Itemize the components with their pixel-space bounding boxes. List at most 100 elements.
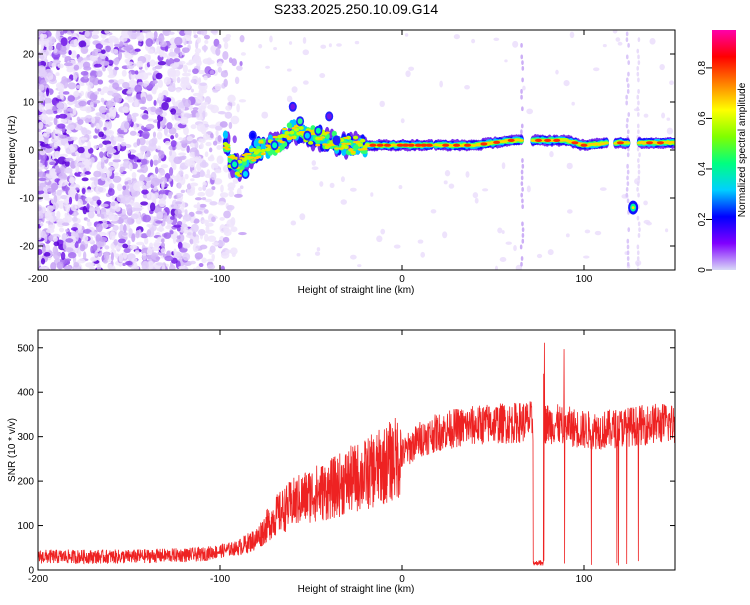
noise-blob bbox=[239, 185, 244, 190]
noise-blob bbox=[175, 238, 182, 243]
noise-blob bbox=[66, 101, 75, 105]
noise-blob bbox=[195, 210, 203, 215]
ridge-segment bbox=[334, 147, 340, 150]
noise-blob bbox=[55, 30, 61, 40]
noise-blob bbox=[99, 114, 107, 120]
colorbar-ticks: 0 0.2 0.4 0.6 0.8 bbox=[697, 61, 712, 273]
snr-frame bbox=[37, 329, 676, 571]
noise-blob bbox=[64, 247, 74, 253]
noise-blob bbox=[522, 85, 526, 91]
noise-blob bbox=[112, 175, 122, 183]
streak-blob bbox=[625, 37, 629, 42]
bright-blobs bbox=[230, 101, 639, 215]
ridge-peak bbox=[507, 138, 515, 142]
noise-blob bbox=[204, 40, 209, 44]
bright-blob bbox=[242, 171, 248, 177]
noise-blob bbox=[120, 120, 130, 130]
streak-blob bbox=[520, 261, 523, 267]
streak-blob bbox=[627, 112, 631, 117]
noise-blob bbox=[223, 41, 229, 50]
noise-blob bbox=[210, 171, 217, 181]
noise-blob bbox=[183, 226, 189, 234]
streak-blob bbox=[520, 54, 524, 60]
noise-blob bbox=[78, 100, 87, 107]
streak-blob bbox=[520, 94, 523, 100]
bright-blob bbox=[297, 118, 303, 125]
streak-blob bbox=[520, 192, 524, 198]
noise-blob bbox=[152, 80, 158, 84]
streak-blob bbox=[521, 66, 525, 71]
noise-blob bbox=[220, 70, 229, 78]
noise-blob bbox=[82, 235, 89, 242]
noise-blob bbox=[98, 236, 108, 243]
streak-blob bbox=[636, 244, 640, 250]
noise-blob bbox=[512, 40, 519, 48]
noise-blob bbox=[400, 118, 405, 124]
streak-blob bbox=[625, 100, 628, 106]
noise-blob bbox=[59, 227, 65, 233]
noise-blob bbox=[59, 31, 65, 36]
noise-blob bbox=[136, 159, 142, 163]
noise-blob bbox=[170, 135, 175, 140]
noise-blob bbox=[205, 224, 210, 234]
noise-blob bbox=[120, 214, 129, 220]
noise-blob bbox=[79, 82, 85, 87]
x-tick-label: -100 bbox=[210, 574, 230, 585]
noise-blob bbox=[48, 215, 54, 222]
noise-blob bbox=[91, 34, 99, 40]
noise-blob bbox=[122, 81, 130, 89]
noise-blob bbox=[155, 220, 163, 224]
ridge-segment bbox=[255, 148, 262, 153]
y-tick-label: 300 bbox=[17, 432, 34, 443]
x-tick-label: 100 bbox=[576, 574, 593, 585]
noise-blob bbox=[230, 247, 238, 255]
noise-blob bbox=[109, 179, 113, 185]
noise-blob bbox=[186, 82, 191, 90]
noise-blob bbox=[77, 258, 86, 264]
noise-blob bbox=[161, 238, 165, 243]
noise-blob bbox=[216, 144, 222, 151]
noise-blob bbox=[95, 223, 103, 233]
noise-blob bbox=[111, 202, 116, 207]
noise-blob bbox=[63, 109, 68, 114]
noise-blob bbox=[121, 208, 126, 215]
noise-blob bbox=[220, 184, 224, 193]
noise-blob bbox=[584, 229, 591, 234]
noise-blob bbox=[180, 189, 186, 194]
noise-blob bbox=[177, 182, 182, 189]
noise-blob bbox=[58, 179, 67, 187]
noise-blob bbox=[108, 161, 114, 167]
noise-blob bbox=[61, 76, 68, 83]
noise-blob bbox=[201, 159, 207, 166]
noise-blob bbox=[154, 65, 163, 70]
streak-blob bbox=[521, 163, 525, 169]
noise-blob bbox=[258, 44, 263, 49]
ridge-segment bbox=[232, 156, 238, 159]
noise-blob bbox=[216, 155, 224, 165]
noise-blob bbox=[59, 153, 69, 158]
noise-blob bbox=[158, 150, 165, 159]
noise-blob bbox=[198, 105, 207, 109]
noise-blob bbox=[53, 117, 58, 126]
noise-blob bbox=[181, 219, 187, 224]
noise-blob bbox=[201, 257, 207, 264]
noise-blob bbox=[107, 166, 115, 171]
noise-blob bbox=[168, 51, 177, 57]
noise-blob bbox=[71, 227, 78, 231]
noise-blob bbox=[114, 66, 119, 71]
noise-blob bbox=[38, 186, 44, 192]
noise-blob bbox=[357, 264, 362, 268]
noise-blob bbox=[89, 266, 96, 270]
noise-blob bbox=[106, 146, 115, 154]
noise-blob bbox=[408, 66, 415, 71]
noise-blob bbox=[84, 197, 93, 203]
noise-blob bbox=[661, 112, 666, 119]
noise-blob bbox=[60, 119, 68, 123]
noise-blob bbox=[48, 224, 55, 231]
noise-blob bbox=[48, 45, 54, 51]
noise-blob bbox=[38, 248, 43, 255]
noise-blob bbox=[190, 88, 194, 93]
noise-blob bbox=[465, 171, 470, 178]
noise-blob bbox=[453, 34, 460, 40]
ridge-segment bbox=[260, 152, 266, 156]
